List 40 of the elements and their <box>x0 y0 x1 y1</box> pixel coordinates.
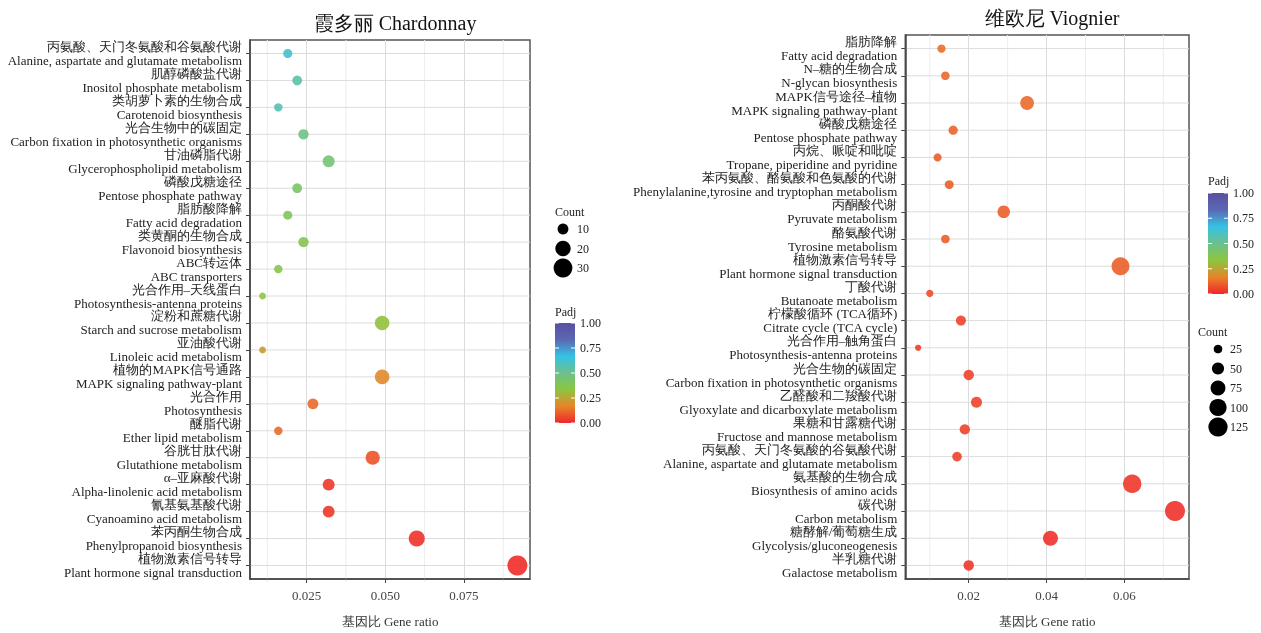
x-tick-label: 0.06 <box>1113 588 1137 603</box>
color-bar-title: Padj <box>1208 174 1230 188</box>
x-tick-label: 0.050 <box>370 588 400 603</box>
chart-title: 维欧尼 Viognier <box>984 7 1120 30</box>
legend-label: 10 <box>577 222 589 236</box>
color-bar-title: Padj <box>555 305 577 319</box>
legend-label: 50 <box>1230 361 1242 376</box>
legend-label: 75 <box>1230 381 1242 395</box>
legend-label: 30 <box>577 261 589 275</box>
legend-label: 25 <box>1230 342 1242 356</box>
legend-label: 125 <box>1230 420 1248 434</box>
y-tick-label: 光合作用–触角蛋白 Photosynthesis-antenna proteins <box>729 333 898 363</box>
x-tick-label: 0.025 <box>292 588 322 603</box>
color-bar-label: 0.00 <box>1233 287 1254 301</box>
y-tick-label: 果糖和甘露糖代谢 Fructose and mannose metabolism <box>717 414 898 444</box>
legend-title: Count <box>555 205 585 219</box>
color-bar-label: 0.75 <box>1233 211 1254 226</box>
color-bar-label: 0.50 <box>580 366 601 380</box>
color-bar-label: 1.00 <box>1233 186 1254 200</box>
x-tick-label: 0.02 <box>957 588 981 603</box>
y-tick-label: 碳代谢 Carbon metabolism <box>795 496 898 526</box>
x-axis-title: 基因比 Gene ratio <box>998 614 1096 629</box>
x-axis-title: 基因比 Gene ratio <box>341 614 439 629</box>
legend-label: 100 <box>1230 400 1248 415</box>
x-tick-label: 0.075 <box>449 588 479 603</box>
color-bar-label: 0.50 <box>1233 236 1254 251</box>
legend-title: Count <box>1198 325 1228 339</box>
y-tick-label: 糖酵解/葡萄糖生成 Glycolysis/gluconeogenesis <box>752 523 898 553</box>
y-tick-label: 光合生物中的碳固定 Carbon fixation in photosynthetic organisms <box>10 119 242 149</box>
color-bar-label: 0.25 <box>580 391 601 405</box>
y-tick-label: 植物的MAPK信号通路 MAPK signaling pathway-plant <box>75 362 243 392</box>
y-tick-label: 丙氨酸、天门冬氨酸和谷氨酸代谢 Alanine, aspartate and glutamate metabolism <box>7 38 242 68</box>
x-tick-label: 0.04 <box>1035 588 1059 603</box>
legend-label: 20 <box>577 241 589 256</box>
color-bar-label: 1.00 <box>580 316 601 330</box>
color-bar-label: 0.75 <box>580 341 601 355</box>
chart-title: 霞多丽 Chardonnay <box>313 12 477 35</box>
y-tick-label: 植物激素信号转导 Plant hormone signal transduction <box>719 251 898 281</box>
color-bar-label: 0.00 <box>580 416 601 430</box>
color-bar-label: 0.25 <box>1233 261 1254 276</box>
